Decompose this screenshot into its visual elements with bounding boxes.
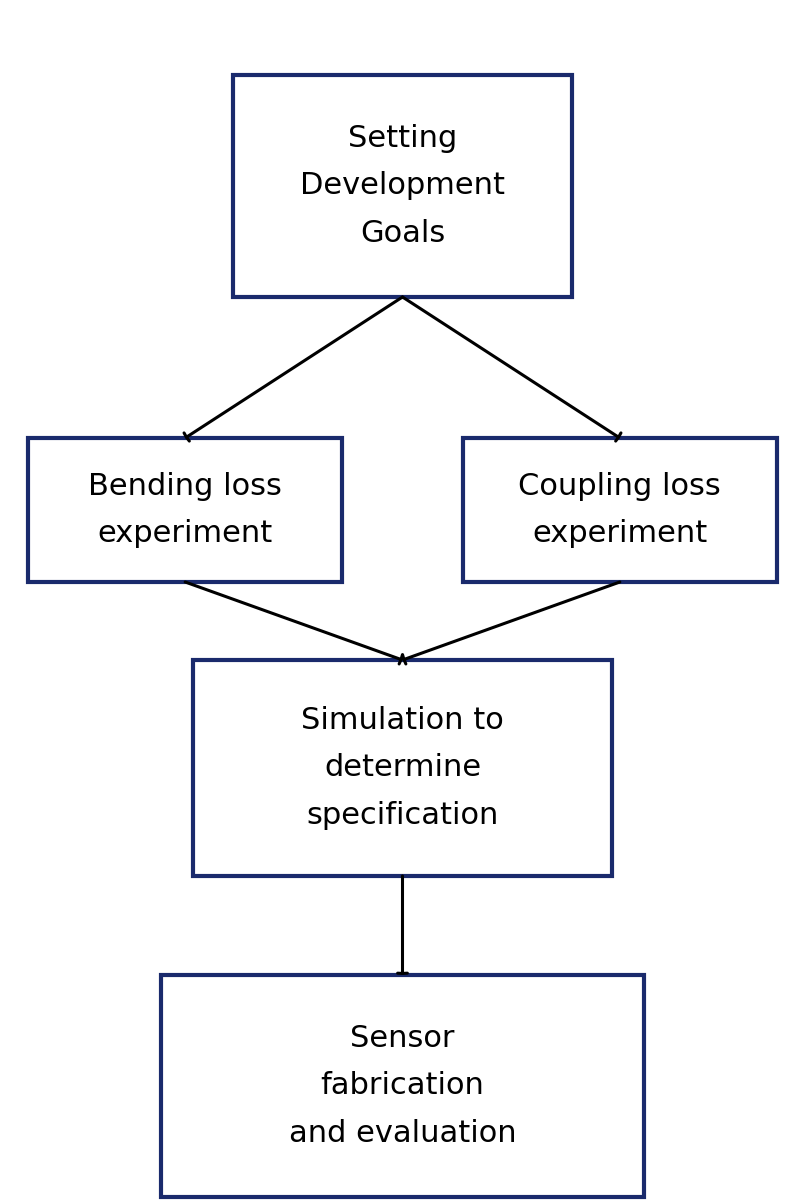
Text: Coupling loss
experiment: Coupling loss experiment <box>518 472 721 548</box>
FancyBboxPatch shape <box>193 660 612 876</box>
Text: Bending loss
experiment: Bending loss experiment <box>89 472 282 548</box>
Text: Setting
Development
Goals: Setting Development Goals <box>300 124 505 248</box>
FancyBboxPatch shape <box>463 438 777 582</box>
Text: Simulation to
determine
specification: Simulation to determine specification <box>301 706 504 830</box>
Text: Sensor
fabrication
and evaluation: Sensor fabrication and evaluation <box>289 1024 516 1148</box>
FancyBboxPatch shape <box>233 74 572 298</box>
FancyBboxPatch shape <box>161 974 644 1198</box>
FancyBboxPatch shape <box>28 438 342 582</box>
